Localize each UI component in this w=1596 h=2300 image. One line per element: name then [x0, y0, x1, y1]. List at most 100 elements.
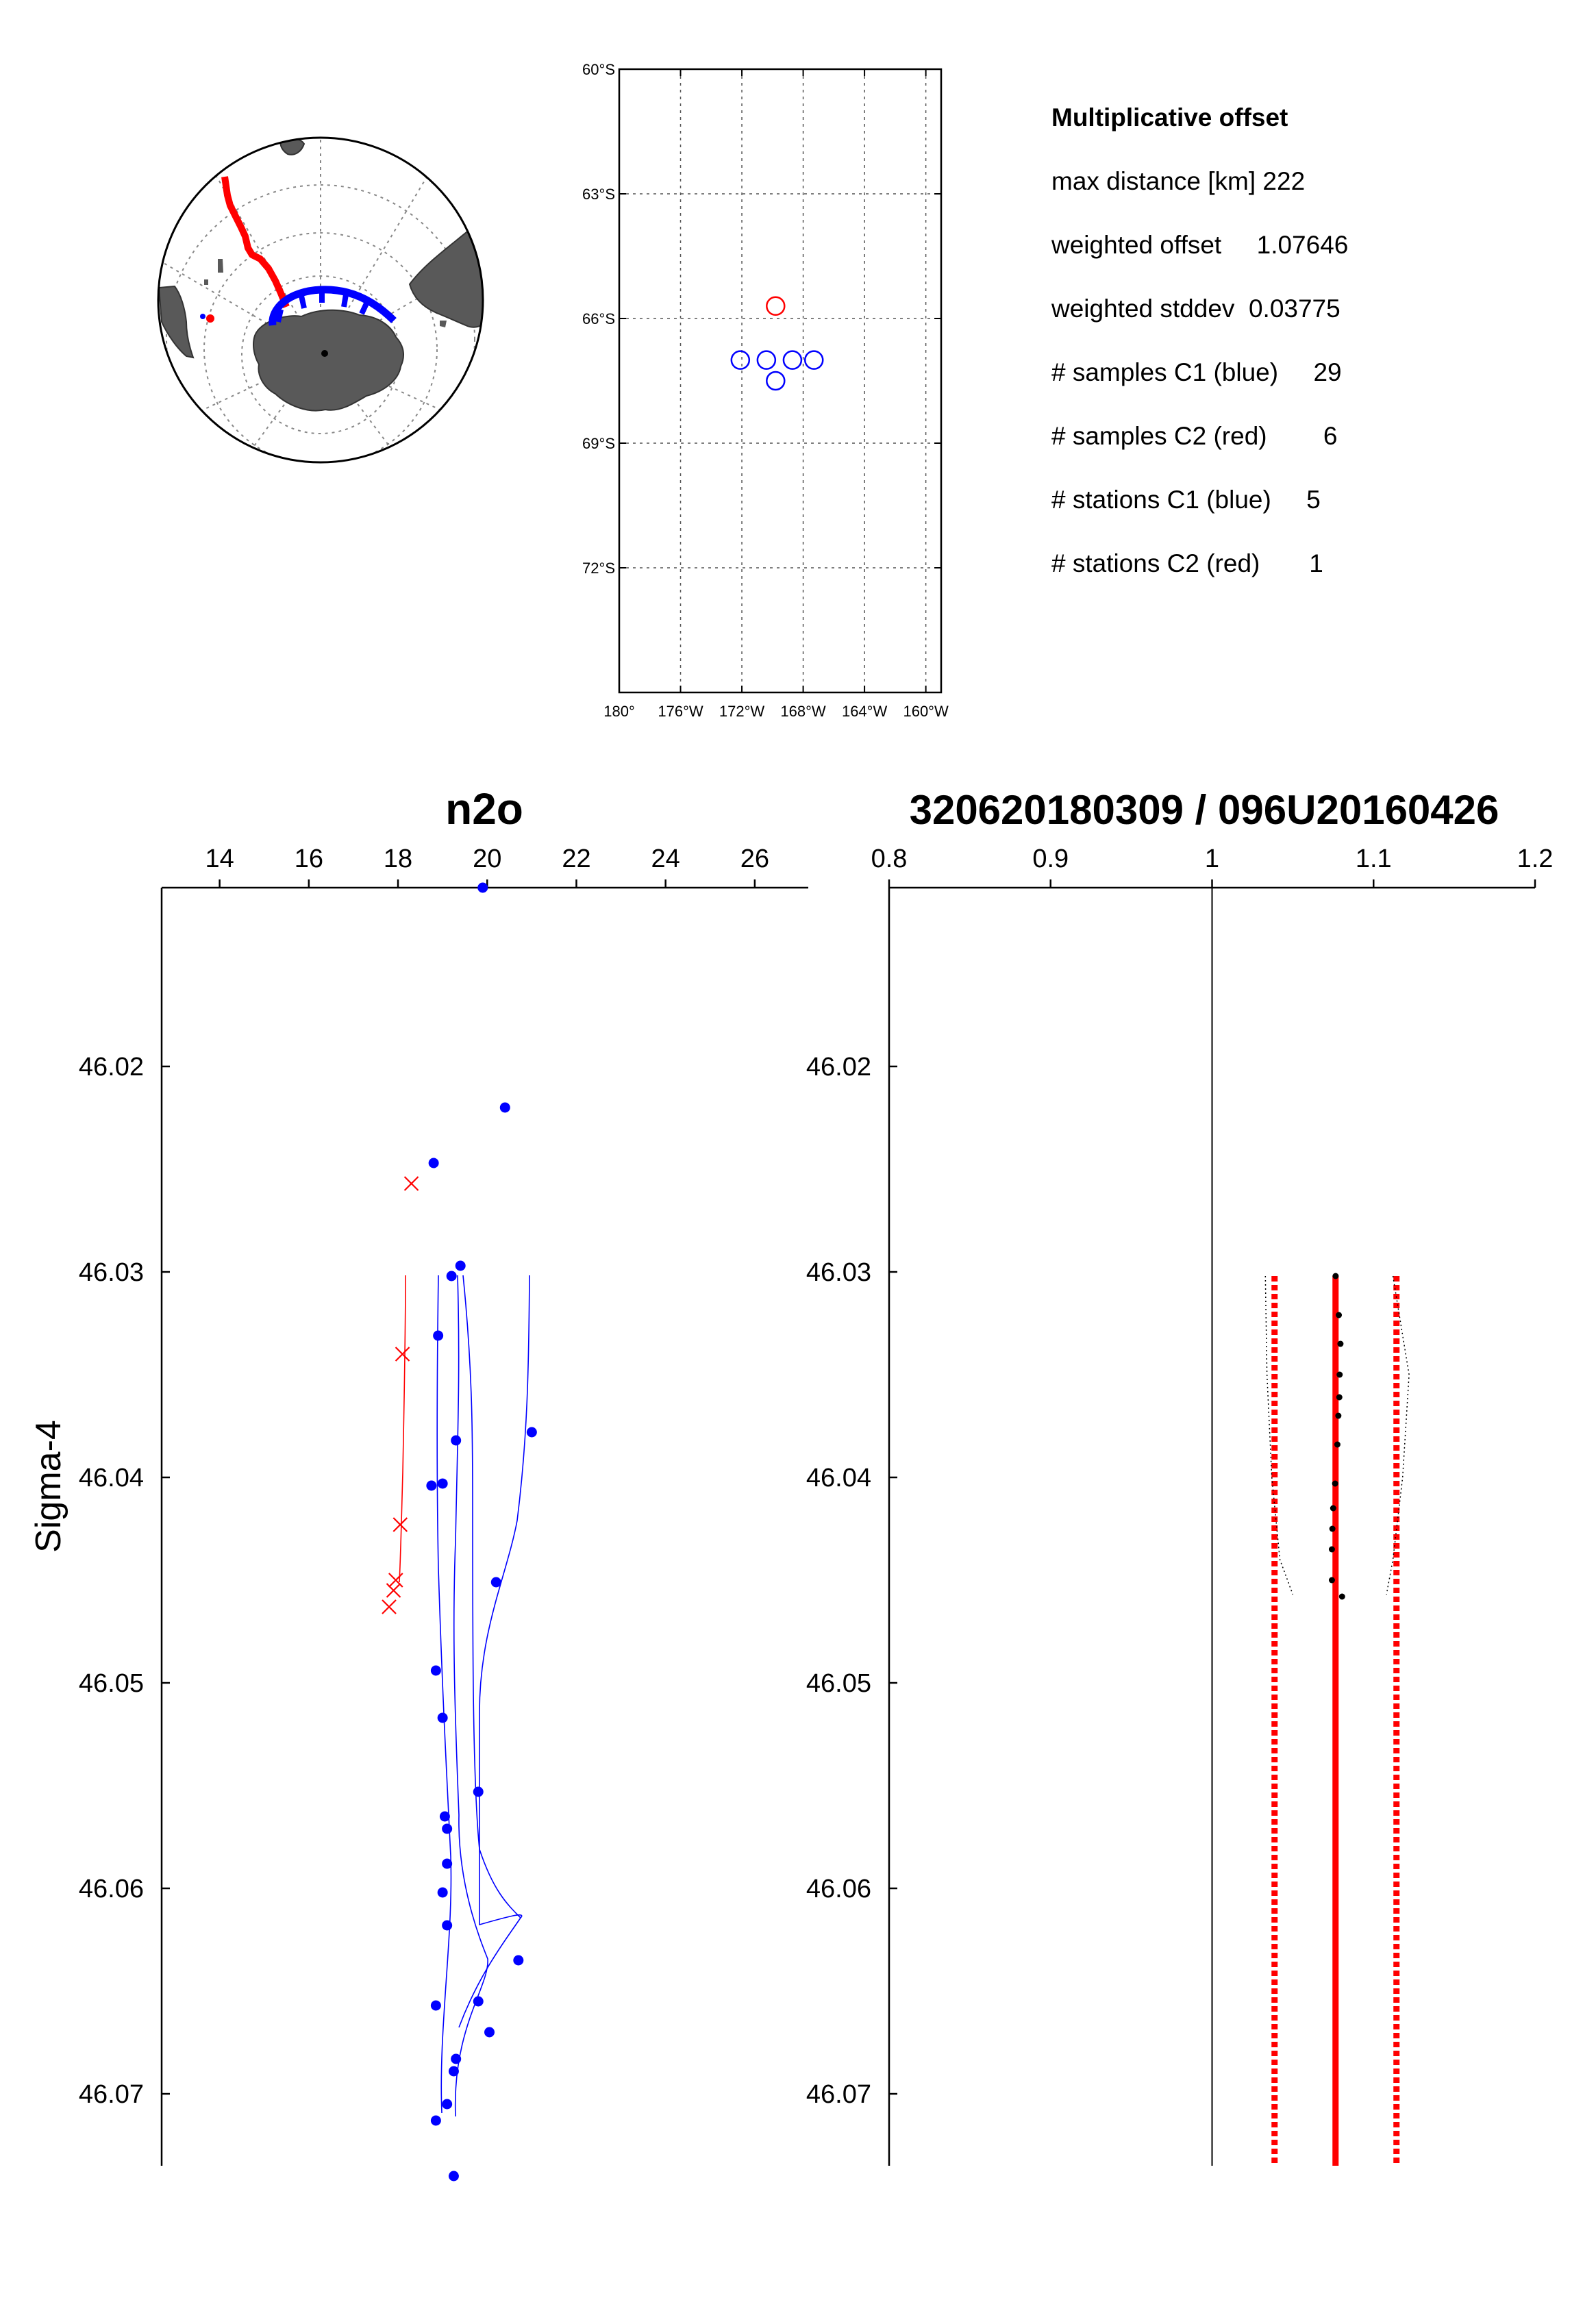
n2o-red-profile	[399, 1275, 406, 1583]
n2o-x-tick-label: 20	[473, 845, 501, 873]
n2o-blue-point	[448, 2066, 459, 2077]
x-marker-stroke	[388, 1573, 403, 1588]
n2o-blue-point	[526, 1427, 537, 1438]
ratio-lines	[1211, 888, 1410, 2166]
ratio-y-tick-label: 46.02	[806, 1053, 871, 1082]
n2o-y-tick-label: 46.05	[79, 1669, 144, 1698]
map-station-c1	[782, 350, 803, 370]
ratio-point	[1328, 1546, 1335, 1553]
ratio-point	[1338, 1593, 1345, 1600]
ratio-y-tick-label: 46.07	[806, 2080, 871, 2109]
ratio-title: 320620180309 / 096U20160426	[910, 787, 1499, 833]
track-c1	[269, 286, 397, 326]
n2o-y-tick-label: 46.04	[79, 1464, 144, 1492]
c2-station-dot	[206, 314, 214, 323]
ratio-point	[1336, 1394, 1343, 1401]
ratio-point	[1336, 1371, 1343, 1378]
map-x-tick-label: 160°W	[903, 703, 949, 720]
map-station-c1	[766, 371, 786, 391]
n2o-blue-point	[451, 1435, 462, 1446]
n2o-red-x-marker	[403, 1176, 419, 1191]
n2o-panel: n2o Sigma-4 14 16 18 20 22 24 26 46.0246.0346.…	[29, 784, 808, 2182]
info-weighted-stddev: weighted stddev 0.03775	[1051, 295, 1341, 323]
track-c1-ticks	[275, 290, 369, 323]
n2o-blue-point	[451, 2053, 462, 2064]
n2o-x-ticks: 14 16 18 20 22 24 26	[205, 845, 769, 888]
ratio-y-tick-label: 46.03	[806, 1258, 871, 1287]
ratio-y-tick-label: 46.04	[806, 1464, 871, 1492]
n2o-blue-point	[437, 1712, 448, 1723]
map-y-tick-label: 66°S	[582, 310, 615, 327]
map-station-c1	[756, 350, 777, 370]
info-samples-c1: # samples C1 (blue) 29	[1051, 358, 1342, 386]
n2o-blue-point	[513, 1955, 524, 1966]
info-block: Multiplicative offset max distance [km] …	[1051, 103, 1348, 577]
info-max-distance: max distance [km] 222	[1051, 167, 1305, 195]
map-y-tick-label: 69°S	[582, 435, 615, 452]
map-station-c1	[803, 350, 824, 370]
ratio-x-tick-label: 0.8	[871, 845, 908, 873]
map-grid	[619, 68, 941, 692]
info-weighted-offset: weighted offset 1.07646	[1051, 231, 1348, 259]
map-station-c2	[766, 296, 786, 316]
ratio-point	[1337, 1340, 1344, 1347]
n2o-x-tick-label: 16	[295, 845, 323, 873]
n2o-blue-point	[437, 1478, 448, 1489]
ratio-point	[1335, 1412, 1342, 1419]
n2o-red-x-marker	[395, 1347, 410, 1362]
ratio-y-tick-label: 46.05	[806, 1669, 871, 1698]
n2o-points	[382, 882, 537, 2182]
n2o-blue-point	[430, 1665, 441, 1676]
island-land	[218, 259, 223, 273]
map-frame	[618, 68, 943, 694]
n2o-y-tick-label: 46.03	[79, 1258, 144, 1287]
n2o-blue-point	[433, 1330, 444, 1341]
n2o-blue-point	[477, 882, 488, 893]
ratio-x-tick-label: 1.2	[1517, 845, 1554, 873]
ratio-x-ticks: 0.8 0.9 1 1.1 1.2	[871, 845, 1554, 888]
y-axis-label: Sigma-4	[29, 1420, 68, 1553]
ratio-x-tick-label: 1	[1205, 845, 1219, 873]
n2o-x-tick-label: 26	[740, 845, 769, 873]
globe-map	[157, 136, 484, 464]
island-land-2	[204, 279, 208, 285]
ratio-point	[1329, 1525, 1336, 1532]
ratio-panel: 320620180309 / 096U20160426 0.8 0.9 1 1.1 1.…	[806, 787, 1554, 2166]
n2o-y-tick-label: 46.06	[79, 1875, 144, 1903]
ratio-point	[1328, 1577, 1335, 1584]
info-stations-c1: # stations C1 (blue) 5	[1051, 486, 1321, 514]
antarctica-land	[253, 309, 405, 412]
ratio-point	[1332, 1273, 1339, 1279]
ratio-point	[1332, 1480, 1338, 1487]
map-x-ticks: 180° 176°W 172°W 168°W 164°W 160°W	[603, 69, 949, 720]
ratio-point	[1334, 1441, 1341, 1448]
n2o-blue-profiles	[436, 1275, 530, 2117]
n2o-blue-point	[446, 1271, 457, 1282]
spread-right-line	[1386, 1275, 1410, 1595]
ratio-point	[1330, 1505, 1336, 1512]
n2o-blue-point	[437, 1887, 448, 1898]
map-x-tick-label: 168°W	[780, 703, 826, 720]
map-y-tick-label: 60°S	[582, 61, 615, 78]
ratio-point	[1336, 1312, 1343, 1318]
ratio-x-tick-label: 1.1	[1356, 845, 1392, 873]
track-c2	[221, 176, 290, 308]
n2o-x-tick-label: 24	[651, 845, 680, 873]
n2o-blue-point	[473, 1996, 484, 2007]
south-america-land	[158, 285, 195, 359]
n2o-red-x-marker	[392, 1517, 408, 1532]
n2o-y-tick-label: 46.07	[79, 2080, 144, 2109]
n2o-blue-point	[442, 1858, 453, 1869]
x-marker-stroke	[382, 1599, 397, 1614]
n2o-blue-point	[490, 1577, 501, 1588]
info-title: Multiplicative offset	[1051, 103, 1288, 132]
n2o-y-tick-label: 46.02	[79, 1053, 144, 1082]
n2o-x-tick-label: 22	[562, 845, 590, 873]
n2o-blue-point	[430, 2000, 441, 2011]
n2o-title: n2o	[445, 784, 523, 834]
n2o-red-x-marker	[382, 1599, 397, 1614]
c1-station-dot	[200, 314, 205, 319]
n2o-blue-point	[484, 2027, 495, 2038]
n2o-red-x-marker	[388, 1573, 403, 1588]
